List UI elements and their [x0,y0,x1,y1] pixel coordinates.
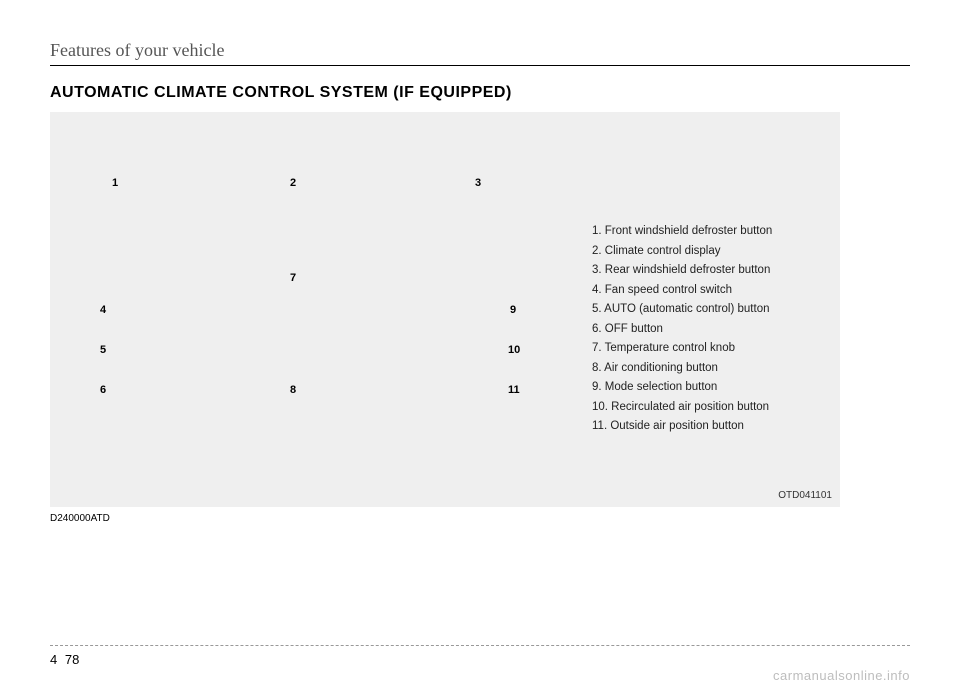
callout-number: 8 [290,384,296,396]
callout-number: 1 [112,177,118,189]
watermark: carmanualsonline.info [773,668,910,683]
chapter-number: 4 [50,652,57,667]
callout-number: 11 [508,384,520,396]
legend-item: 2. Climate control display [592,242,832,262]
page-title: AUTOMATIC CLIMATE CONTROL SYSTEM (IF EQU… [50,84,910,102]
callout-number: 4 [100,304,106,316]
callout-number: 2 [290,177,296,189]
legend-item: 3. Rear windshield defroster button [592,261,832,281]
diagram-area: 1 2 3 7 4 9 5 10 6 8 11 1. Front windshield defros… [50,112,840,507]
header-rule: Features of your vehicle [50,40,910,66]
page-number: 78 [65,652,79,667]
legend-item: 5. AUTO (automatic control) button [592,300,832,320]
legend-list: 1. Front windshield defroster button2. C… [592,222,832,437]
callout-number: 3 [475,177,481,189]
legend-item: 6. OFF button [592,320,832,340]
legend-item: 1. Front windshield defroster button [592,222,832,242]
legend-item: 7. Temperature control knob [592,339,832,359]
figure-code: D240000ATD [50,513,910,524]
callout-number: 9 [510,304,516,316]
legend-item: 8. Air conditioning button [592,359,832,379]
callout-number: 7 [290,272,296,284]
manual-page: Features of your vehicle AUTOMATIC CLIMA… [0,0,960,689]
legend-item: 11. Outside air position button [592,417,832,437]
section-header: Features of your vehicle [50,40,224,60]
callout-number: 10 [508,344,520,356]
image-code: OTD041101 [778,490,832,501]
callout-number: 5 [100,344,106,356]
legend-item: 9. Mode selection button [592,378,832,398]
legend-item: 4. Fan speed control switch [592,281,832,301]
diagram-wrap: 1 2 3 7 4 9 5 10 6 8 11 1. Front windshield defros… [50,112,910,524]
legend-item: 10. Recirculated air position button [592,398,832,418]
callout-number: 6 [100,384,106,396]
page-footer: 4 78 [50,645,910,667]
